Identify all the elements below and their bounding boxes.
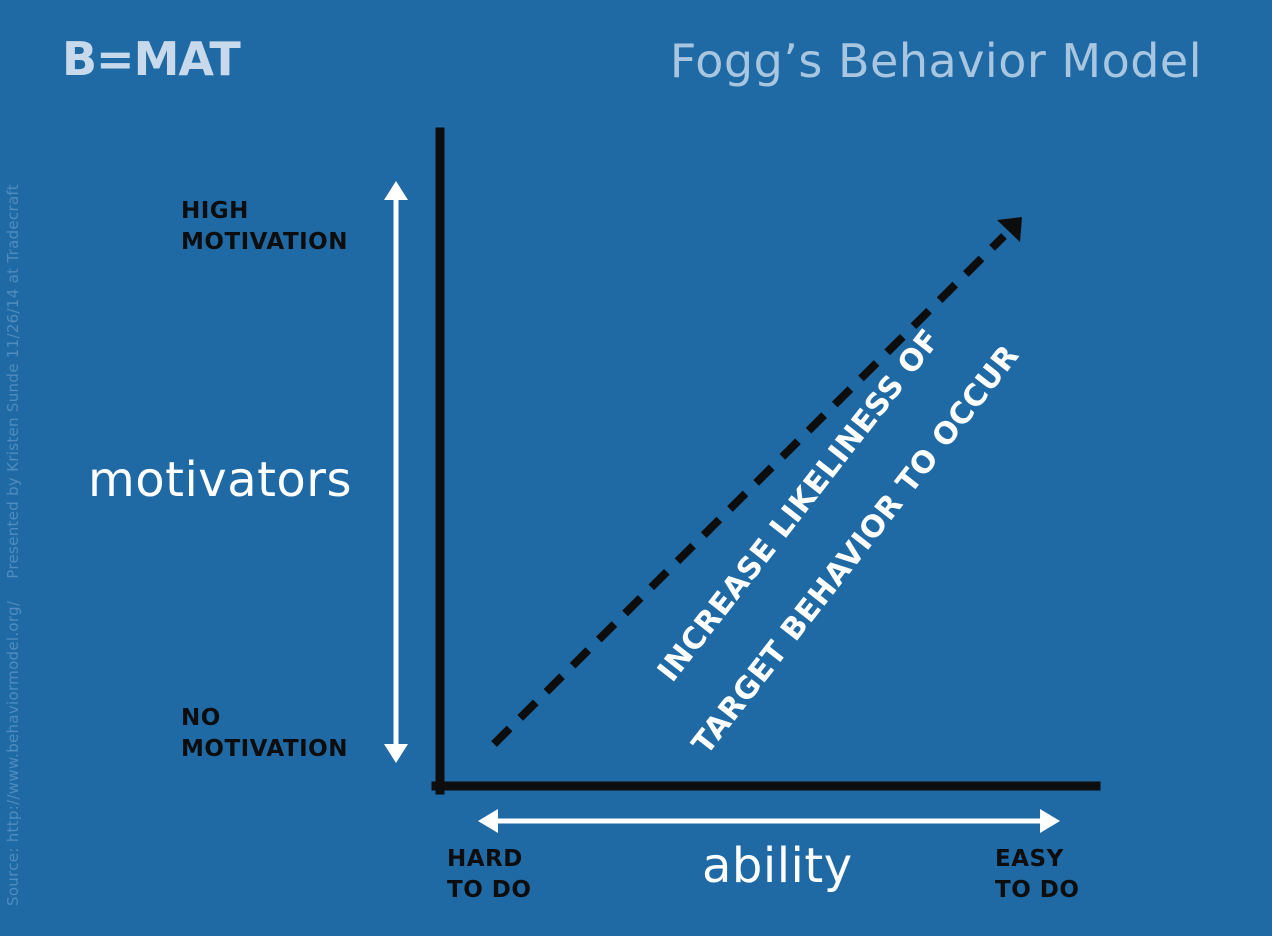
high-motivation-line1: HIGH [181,198,249,224]
x-axis-label: ability [702,838,853,894]
motivation-double-arrow [384,181,408,763]
easy-to-do-line1: EASY [995,846,1064,872]
slide-title: Fogg’s Behavior Model [669,34,1202,88]
high-motivation-label: HIGH MOTIVATION [181,196,348,258]
diagonal-dashed-arrow [491,217,1022,747]
y-axis-label: motivators [88,452,353,508]
no-motivation-line1: NO [181,705,221,731]
no-motivation-line2: MOTIVATION [181,736,348,762]
ability-double-arrow [478,809,1060,833]
no-motivation-label: NO MOTIVATION [181,703,348,765]
hard-to-do-line2: TO DO [447,877,532,903]
hard-to-do-line1: HARD [447,846,523,872]
high-motivation-line2: MOTIVATION [181,229,348,255]
easy-to-do-line2: TO DO [995,877,1080,903]
easy-to-do-label: EASY TO DO [995,844,1079,906]
hard-to-do-label: HARD TO DO [447,844,531,906]
brand-title: B=MAT [62,32,241,86]
